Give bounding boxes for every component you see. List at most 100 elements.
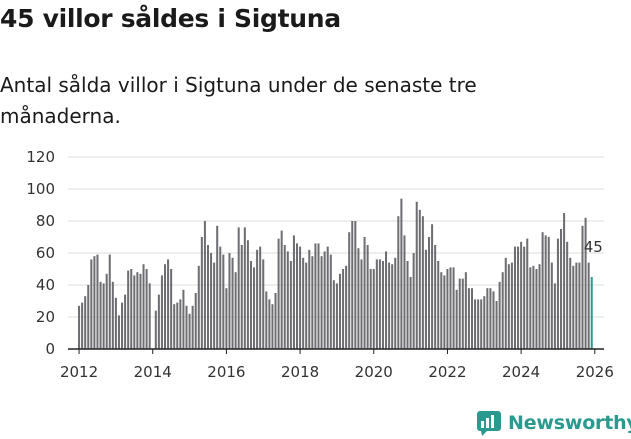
x-tick-label: 2016 — [207, 363, 245, 381]
bar — [517, 246, 520, 349]
bar — [259, 246, 262, 349]
bar — [523, 246, 526, 349]
bar — [375, 259, 378, 349]
bar — [424, 249, 427, 349]
bar — [191, 305, 194, 349]
bars — [78, 198, 593, 349]
bar — [286, 251, 289, 349]
bar — [203, 221, 206, 349]
x-tick-label: 2012 — [60, 363, 98, 381]
bar — [560, 229, 563, 349]
bar — [197, 265, 200, 349]
bar-latest — [590, 277, 593, 349]
y-tick-label: 60 — [36, 244, 55, 262]
bar — [391, 264, 394, 349]
bar — [480, 299, 483, 349]
bar — [283, 245, 286, 349]
bar — [93, 256, 96, 349]
bar — [498, 281, 501, 349]
bar — [139, 273, 142, 349]
bar — [329, 254, 332, 349]
bar — [262, 259, 265, 349]
chart-title: 45 villor såldes i Sigtuna — [0, 4, 341, 33]
y-tick-label: 80 — [36, 212, 55, 230]
bar — [510, 262, 513, 349]
x-tick-label: 2014 — [134, 363, 172, 381]
bar — [256, 249, 259, 349]
bar — [547, 237, 550, 349]
bar — [194, 293, 197, 349]
bar — [403, 235, 406, 349]
bar — [237, 227, 240, 349]
y-tick-label: 40 — [36, 276, 55, 294]
bar — [372, 269, 375, 349]
newsworthy-logo[interactable]: Newsworthy — [476, 409, 631, 437]
bar — [360, 259, 363, 349]
bar — [253, 267, 256, 349]
bar — [176, 302, 179, 349]
bar — [170, 269, 173, 349]
x-tick-label: 2018 — [281, 363, 319, 381]
y-tick-label: 20 — [36, 308, 55, 326]
bar — [292, 235, 295, 349]
bar — [121, 302, 124, 349]
bar — [563, 213, 566, 349]
bar — [357, 248, 360, 349]
bar — [117, 315, 120, 349]
bar — [271, 304, 274, 349]
bar — [338, 273, 342, 349]
bar — [474, 299, 477, 349]
bar — [289, 261, 292, 349]
bar — [216, 225, 219, 349]
bar — [428, 237, 431, 349]
bar — [467, 288, 470, 349]
bar — [105, 273, 108, 349]
bar — [225, 288, 228, 349]
bar — [160, 275, 163, 349]
bar — [409, 277, 412, 349]
bar — [421, 216, 424, 349]
latest-value-label: 45 — [584, 238, 603, 256]
bar — [277, 238, 280, 349]
bar — [111, 281, 114, 349]
bar — [84, 296, 87, 349]
bar — [200, 237, 203, 349]
bar — [188, 313, 191, 349]
bar — [133, 275, 136, 349]
x-tick-label: 2020 — [355, 363, 393, 381]
bar — [302, 257, 305, 349]
bar — [520, 241, 523, 349]
bar — [102, 283, 105, 349]
bar — [268, 299, 271, 349]
bar — [81, 302, 84, 349]
x-tick-label: 2026 — [576, 363, 614, 381]
y-tick-label: 100 — [26, 180, 55, 198]
bar — [234, 272, 237, 349]
x-tick-label: 2024 — [502, 363, 540, 381]
bar — [114, 297, 117, 349]
bar — [78, 305, 81, 349]
bar — [556, 238, 559, 349]
bar — [526, 238, 529, 349]
bar — [381, 261, 384, 349]
bar — [179, 299, 182, 349]
y-tick-label: 120 — [26, 148, 55, 166]
bar — [231, 257, 234, 349]
bar — [566, 241, 569, 349]
bar — [464, 272, 467, 349]
bar — [90, 259, 93, 349]
bar — [163, 264, 167, 349]
brand-name: Newsworthy — [508, 412, 631, 434]
bar — [185, 305, 188, 349]
bar — [501, 272, 504, 349]
bar — [145, 269, 148, 349]
bar — [96, 254, 99, 349]
newsworthy-icon — [477, 411, 501, 436]
bar — [351, 221, 354, 349]
bar — [412, 253, 415, 349]
bar — [532, 265, 535, 349]
bar — [578, 262, 581, 349]
bar — [249, 261, 252, 349]
bar — [455, 289, 458, 349]
bar — [99, 281, 102, 349]
